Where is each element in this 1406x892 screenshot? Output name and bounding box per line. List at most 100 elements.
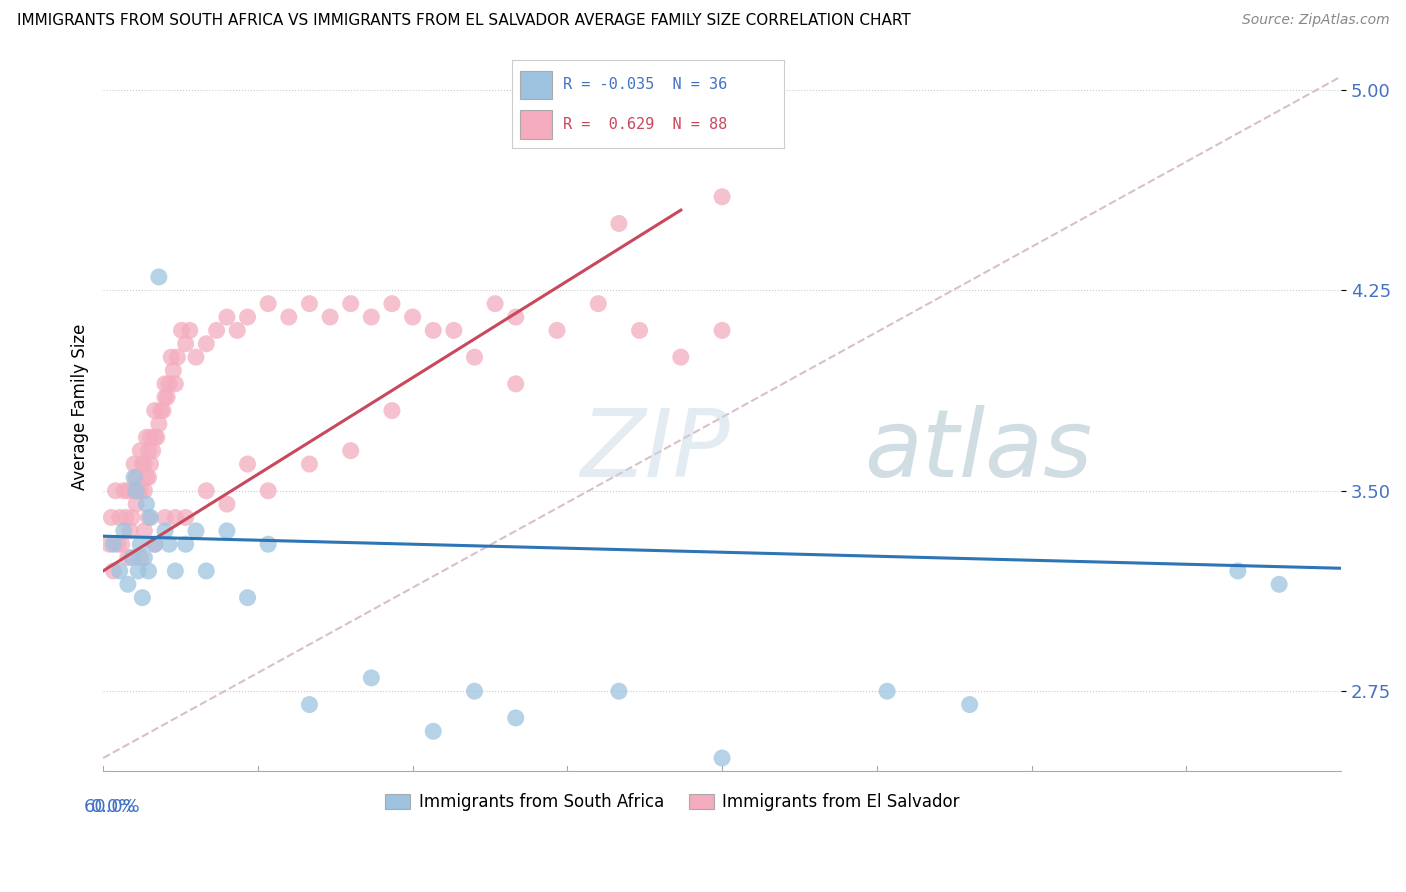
Point <box>121 510 143 524</box>
Point <box>142 443 165 458</box>
Point <box>148 269 170 284</box>
Point <box>122 483 145 498</box>
Point <box>135 470 157 484</box>
Point <box>401 310 423 324</box>
Point <box>122 470 145 484</box>
Point <box>121 550 143 565</box>
Point <box>607 217 630 231</box>
Point <box>166 350 188 364</box>
Legend: Immigrants from South Africa, Immigrants from El Salvador: Immigrants from South Africa, Immigrants… <box>378 787 966 818</box>
Point <box>170 323 193 337</box>
Point <box>127 483 149 498</box>
Point <box>127 564 149 578</box>
Point <box>195 336 218 351</box>
Point <box>122 457 145 471</box>
Point <box>484 296 506 310</box>
Point <box>505 376 527 391</box>
Point <box>215 497 238 511</box>
Point <box>381 296 404 310</box>
Point <box>607 684 630 698</box>
Point <box>100 510 122 524</box>
Point <box>588 296 610 310</box>
Point <box>257 296 280 310</box>
Point <box>165 510 187 524</box>
Point <box>319 310 342 324</box>
Point <box>711 323 734 337</box>
Point <box>463 684 485 698</box>
Point <box>114 510 136 524</box>
Text: atlas: atlas <box>865 405 1092 496</box>
Point <box>135 497 157 511</box>
Point <box>103 537 125 551</box>
Point <box>236 591 259 605</box>
Point <box>1226 564 1249 578</box>
Point <box>125 483 148 498</box>
Point <box>157 376 180 391</box>
Point <box>215 310 238 324</box>
Point <box>135 430 157 444</box>
Point <box>103 564 125 578</box>
Point <box>146 430 169 444</box>
Point <box>277 310 299 324</box>
Point <box>184 350 207 364</box>
Point <box>139 457 162 471</box>
Point <box>111 537 134 551</box>
Point <box>153 376 176 391</box>
Point <box>156 390 179 404</box>
Point <box>112 524 135 538</box>
Point <box>298 698 321 712</box>
Point <box>98 537 121 551</box>
Point <box>143 430 166 444</box>
Point <box>195 483 218 498</box>
Point <box>339 296 361 310</box>
Point <box>108 510 131 524</box>
Point <box>112 483 135 498</box>
Point <box>165 376 187 391</box>
Point <box>165 564 187 578</box>
Point <box>236 457 259 471</box>
Point <box>298 296 321 310</box>
Point <box>174 336 197 351</box>
Text: IMMIGRANTS FROM SOUTH AFRICA VS IMMIGRANTS FROM EL SALVADOR AVERAGE FAMILY SIZE : IMMIGRANTS FROM SOUTH AFRICA VS IMMIGRAN… <box>17 13 911 29</box>
Point <box>131 457 153 471</box>
Point <box>134 483 156 498</box>
Point <box>129 483 152 498</box>
Point <box>257 537 280 551</box>
Point <box>104 483 127 498</box>
Point <box>129 537 152 551</box>
Point <box>117 577 139 591</box>
Point <box>205 323 228 337</box>
Point <box>195 564 218 578</box>
Point <box>129 443 152 458</box>
Point <box>174 510 197 524</box>
Point <box>339 443 361 458</box>
Point <box>1268 577 1291 591</box>
Point <box>125 470 148 484</box>
Point <box>138 564 160 578</box>
Point <box>669 350 692 364</box>
Point <box>153 510 176 524</box>
Point <box>179 323 201 337</box>
Point <box>131 591 153 605</box>
Point <box>162 363 184 377</box>
Point <box>505 310 527 324</box>
Text: 0.0%: 0.0% <box>91 797 136 815</box>
Point <box>157 537 180 551</box>
Point <box>143 403 166 417</box>
Point <box>134 550 156 565</box>
Point <box>215 524 238 538</box>
Point <box>360 671 382 685</box>
Point <box>959 698 981 712</box>
Text: Source: ZipAtlas.com: Source: ZipAtlas.com <box>1241 13 1389 28</box>
Point <box>174 537 197 551</box>
Point <box>711 190 734 204</box>
Y-axis label: Average Family Size: Average Family Size <box>72 324 89 490</box>
Point <box>153 524 176 538</box>
Point <box>152 403 174 417</box>
Point <box>236 310 259 324</box>
Point <box>117 483 139 498</box>
Point <box>422 724 444 739</box>
Point <box>138 510 160 524</box>
Point <box>138 443 160 458</box>
Point <box>139 430 162 444</box>
